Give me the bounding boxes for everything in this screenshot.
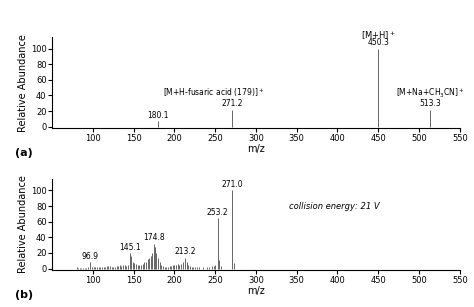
Y-axis label: Relative Abundance: Relative Abundance: [18, 176, 28, 273]
X-axis label: m/z: m/z: [247, 286, 265, 296]
Text: collision energy: 21 V: collision energy: 21 V: [289, 201, 379, 211]
Text: [M+Na+CH$_3$CN]$^+$: [M+Na+CH$_3$CN]$^+$: [396, 87, 464, 100]
Text: 271.2: 271.2: [222, 99, 243, 108]
Text: 253.2: 253.2: [207, 208, 228, 217]
Text: (a): (a): [16, 149, 33, 158]
Text: 180.1: 180.1: [147, 111, 169, 120]
Text: [M+H-fusaric acid (179)]$^+$: [M+H-fusaric acid (179)]$^+$: [163, 86, 264, 99]
Text: 271.0: 271.0: [221, 180, 243, 189]
Text: 513.3: 513.3: [419, 99, 441, 108]
Text: 213.2: 213.2: [174, 247, 196, 256]
Text: 96.9: 96.9: [82, 252, 99, 261]
Text: 174.8: 174.8: [143, 233, 164, 243]
Text: (b): (b): [16, 290, 34, 300]
Text: 145.1: 145.1: [119, 243, 140, 252]
X-axis label: m/z: m/z: [247, 144, 265, 154]
Y-axis label: Relative Abundance: Relative Abundance: [18, 34, 28, 131]
Text: [M+H]$^+$: [M+H]$^+$: [361, 30, 396, 42]
Text: 450.3: 450.3: [367, 38, 390, 47]
